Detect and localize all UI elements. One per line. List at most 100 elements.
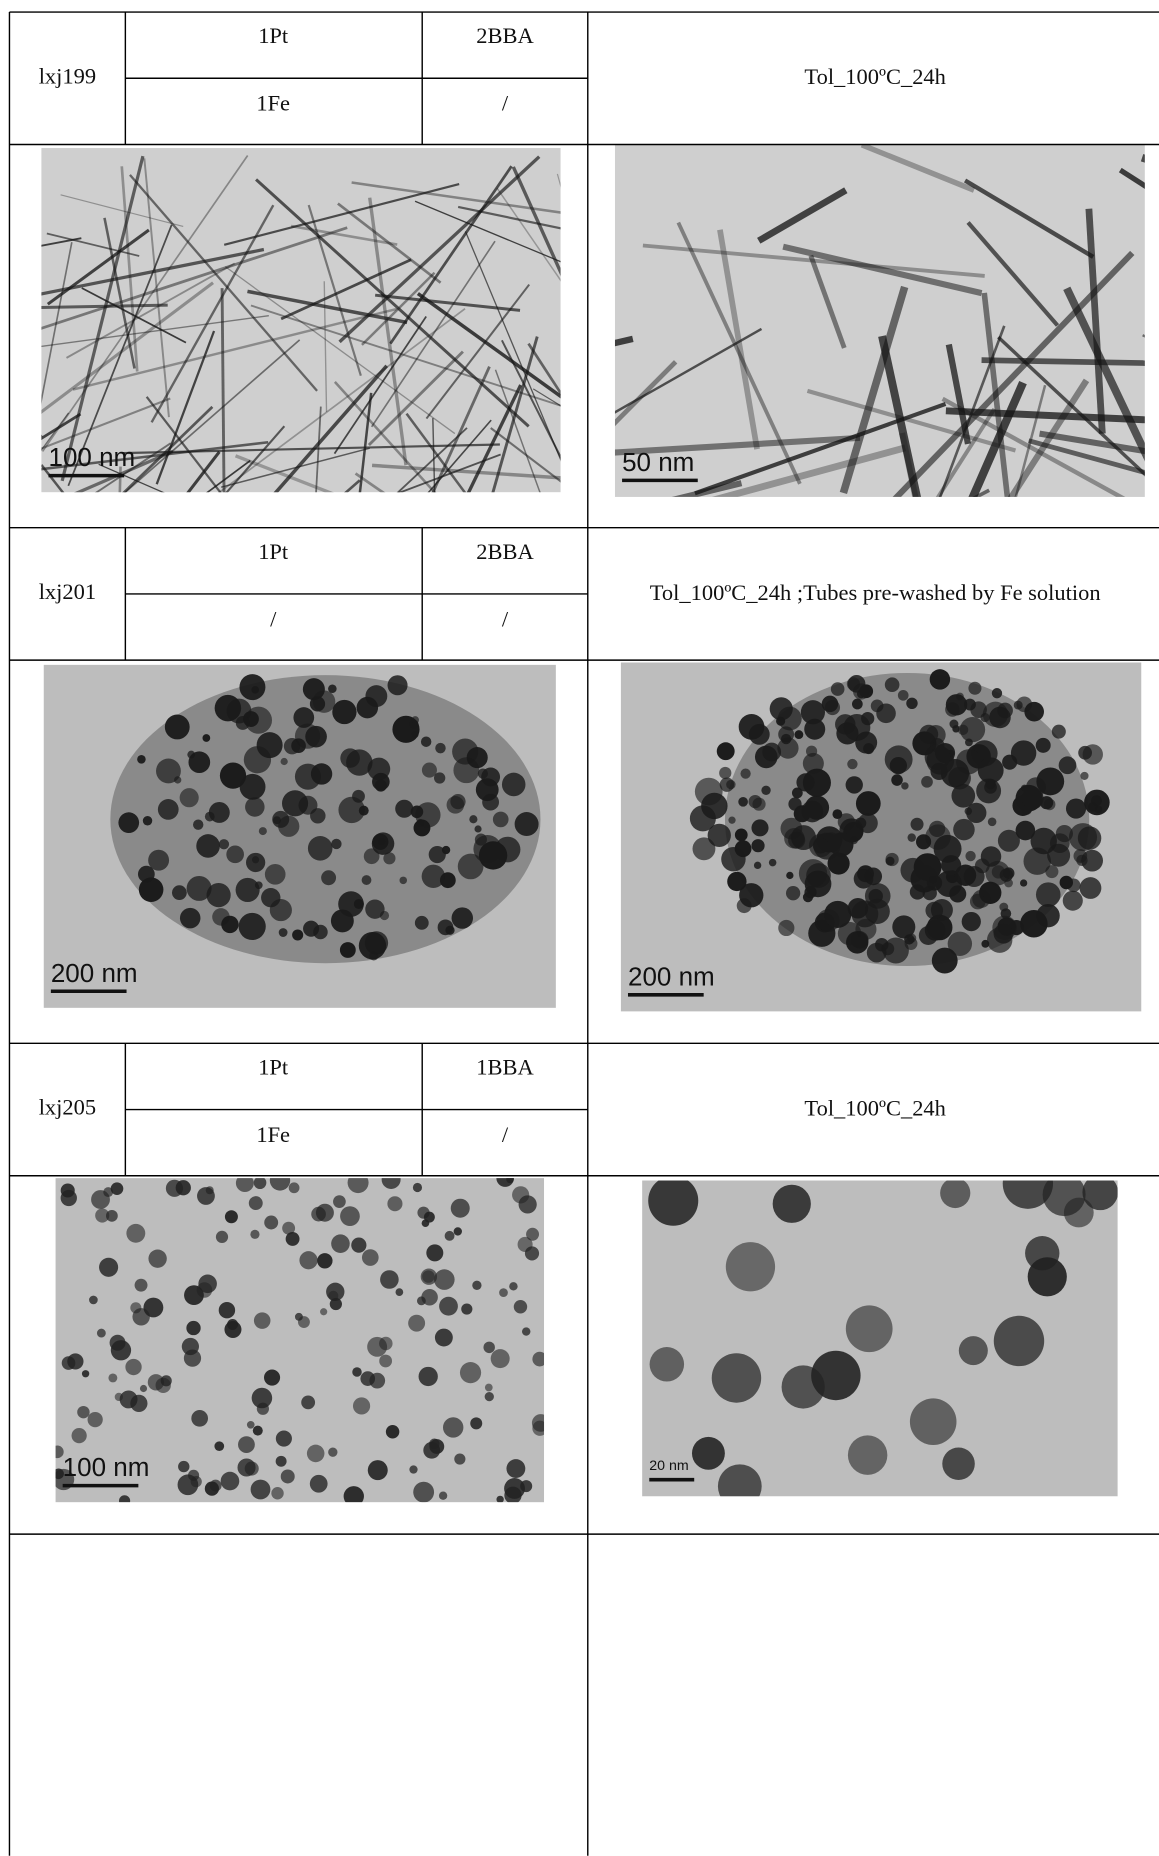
particle	[328, 684, 337, 694]
particle	[381, 1178, 401, 1189]
particle	[269, 1178, 291, 1191]
particle	[399, 876, 407, 885]
particle	[444, 1230, 455, 1241]
particle	[196, 834, 220, 858]
particle	[271, 1487, 284, 1500]
particle	[138, 877, 164, 902]
particle	[738, 797, 748, 807]
particle	[285, 1231, 300, 1246]
tube	[41, 314, 269, 348]
particle	[964, 807, 973, 815]
particle	[339, 942, 356, 958]
tem-image: 100 nm	[41, 148, 561, 493]
particle	[253, 1178, 267, 1190]
tube	[1014, 384, 1047, 497]
particle	[275, 1455, 287, 1467]
particle	[1055, 825, 1073, 843]
tube	[250, 304, 561, 407]
particle	[288, 1182, 300, 1194]
particle	[244, 1461, 259, 1476]
particle	[965, 738, 973, 747]
particle	[961, 911, 981, 932]
particle	[417, 1206, 430, 1219]
particle	[884, 677, 900, 693]
tube	[839, 285, 909, 494]
particle	[148, 1249, 167, 1268]
particle	[965, 850, 976, 862]
particle	[171, 885, 187, 901]
particle	[414, 915, 429, 930]
particle	[751, 839, 765, 853]
particle	[310, 808, 326, 824]
particle	[931, 947, 958, 974]
reagent: 2BBA	[476, 23, 534, 48]
tube	[155, 330, 216, 485]
particle	[974, 858, 990, 874]
particle	[532, 1351, 545, 1367]
particle	[1035, 737, 1051, 753]
tube	[129, 174, 318, 392]
image-bg	[41, 148, 561, 493]
particle	[692, 837, 716, 861]
tube	[997, 335, 1145, 477]
particle	[648, 1180, 699, 1226]
particle	[235, 716, 250, 730]
tube	[963, 178, 1095, 259]
particle	[179, 907, 201, 929]
tube	[280, 258, 412, 321]
reagent: 1Pt	[258, 23, 289, 48]
particle	[294, 1312, 303, 1321]
particle	[282, 1221, 296, 1235]
particle	[442, 1417, 464, 1438]
particle	[948, 766, 971, 790]
tube	[95, 442, 172, 493]
particle	[338, 796, 365, 824]
conditions: Tol_100ºC_24h ;Tubes pre-washed by Fe so…	[649, 580, 1101, 606]
particle	[1010, 740, 1037, 766]
particle	[734, 840, 752, 858]
particle	[947, 931, 973, 956]
tube	[225, 425, 286, 493]
particle	[1013, 700, 1023, 710]
particle	[966, 802, 987, 824]
reagent: 1Fe	[256, 91, 290, 116]
tube	[1118, 167, 1145, 189]
particle	[137, 755, 146, 764]
tube	[41, 154, 249, 452]
particle	[812, 837, 829, 854]
particle	[526, 1227, 540, 1241]
tube	[398, 453, 501, 493]
particle	[408, 1314, 426, 1332]
particle	[1024, 701, 1044, 722]
conditions-cell: Tol_100ºC_24h	[804, 1097, 945, 1122]
particle	[264, 863, 286, 885]
particle	[863, 743, 875, 755]
particle	[1015, 820, 1036, 841]
particle	[727, 871, 747, 892]
particle	[719, 766, 732, 780]
particle	[253, 1312, 271, 1329]
particle	[845, 1305, 893, 1353]
particle	[997, 829, 1020, 852]
particle	[804, 795, 830, 820]
particle	[951, 783, 976, 808]
particle	[482, 793, 500, 811]
particle	[794, 730, 804, 739]
tube	[145, 396, 222, 493]
particle	[884, 745, 913, 774]
particle	[251, 1387, 273, 1409]
particle	[174, 776, 182, 784]
particle	[958, 1336, 988, 1366]
particle	[137, 865, 155, 883]
particle	[504, 1486, 522, 1503]
particle	[426, 1244, 444, 1262]
particle	[155, 1377, 171, 1394]
particle	[329, 1297, 342, 1311]
particle	[411, 716, 419, 724]
particle	[953, 818, 975, 841]
particle	[474, 825, 482, 833]
particle	[496, 1495, 504, 1503]
particle	[332, 699, 357, 725]
particle	[513, 1300, 528, 1314]
particle	[490, 1349, 510, 1369]
